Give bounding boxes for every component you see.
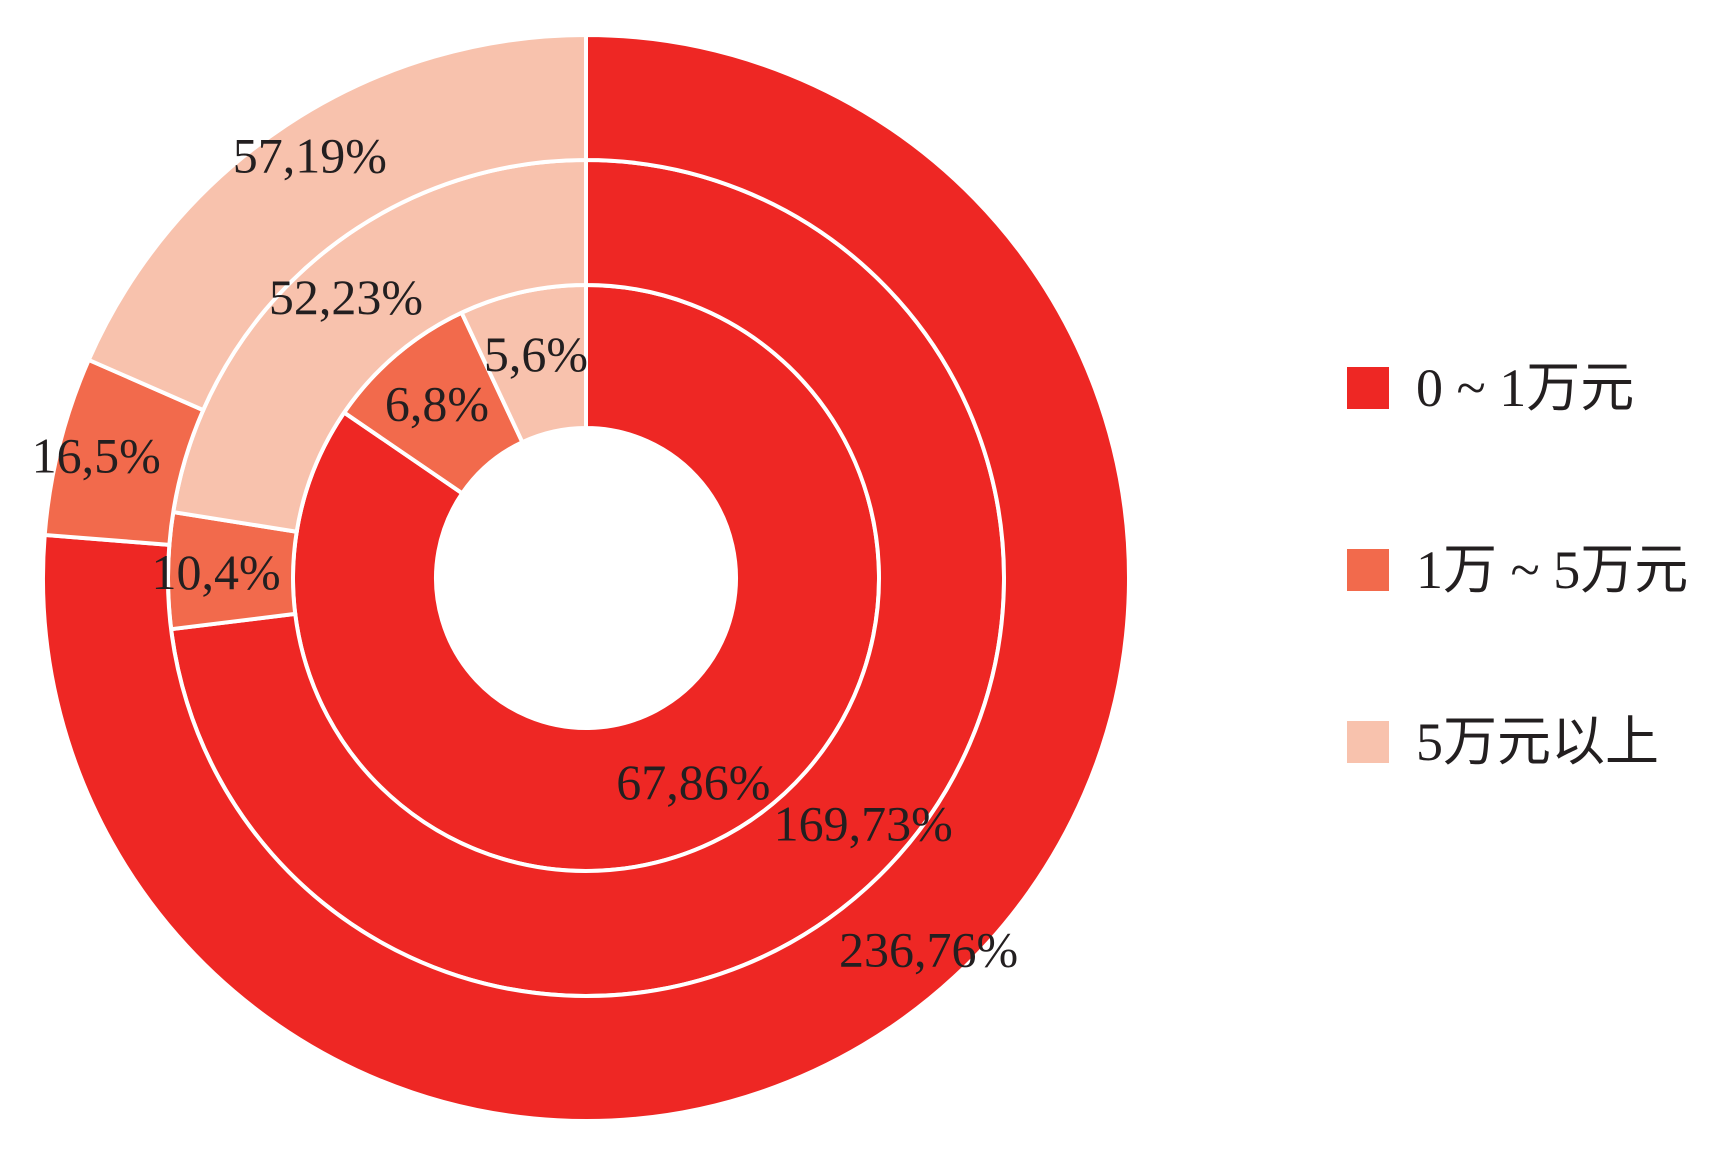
slice-label-middle-1: 10,4%: [152, 544, 281, 600]
slice-outer-2: [86, 32, 588, 413]
legend-label: 1万 ~ 5万元: [1416, 540, 1689, 600]
legend-swatch-salmon: [1347, 549, 1389, 591]
legend-item: 1万 ~ 5万元: [1347, 542, 1688, 598]
legend-label: 5万元以上: [1416, 712, 1659, 772]
slice-outer-0: [41, 32, 1131, 1123]
slice-label-inner-0: 67,86%: [616, 754, 770, 810]
slice-label-inner-2: 5,6%: [484, 326, 588, 382]
slice-label-middle-2: 52,23%: [269, 269, 423, 325]
legend-label: 0 ~ 1万元: [1416, 358, 1635, 418]
legend-item: 5万元以上: [1347, 714, 1659, 770]
slice-label-outer-1: 16,5%: [32, 427, 161, 483]
slice-label-outer-0: 236,76%: [839, 922, 1018, 978]
slice-label-inner-1: 6,8%: [385, 375, 489, 431]
legend-item: 0 ~ 1万元: [1347, 360, 1634, 416]
slice-label-middle-0: 169,73%: [774, 796, 953, 852]
legend-swatch-pink: [1347, 721, 1389, 763]
slice-label-outer-2: 57,19%: [233, 128, 387, 184]
legend-swatch-red: [1347, 367, 1389, 409]
